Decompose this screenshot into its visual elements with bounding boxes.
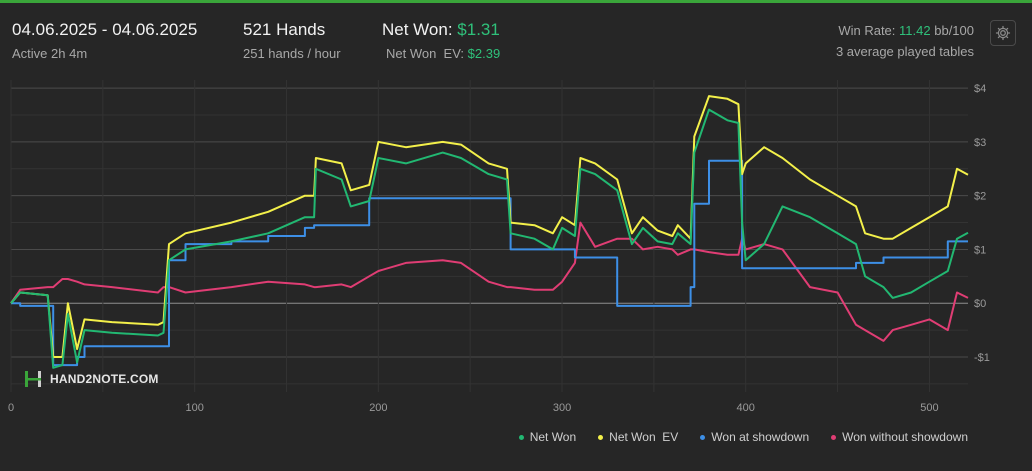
hands-rate: 251 hands / hour: [243, 46, 341, 61]
series-line-no-showdown: [10, 221, 969, 342]
series-line-net-won-ev: [10, 95, 969, 358]
date-stat: 04.06.2025 - 04.06.2025 Active 2h 4m: [12, 20, 197, 61]
chart-axes: -$1 $0 $1 $2 $3 $4 0 100 200 300 400 500: [8, 83, 990, 414]
net-won-ev-value: $2.39: [467, 46, 501, 61]
chart-series: [10, 95, 969, 369]
active-time: Active 2h 4m: [12, 46, 88, 61]
legend-label: Net Won EV: [609, 430, 679, 444]
win-rate-stat: Win Rate: 11.42 bb/100 3 average played …: [836, 23, 974, 59]
legend-dot: [598, 434, 604, 440]
y-tick-label: $4: [974, 83, 986, 95]
net-won-stat: Net Won: $1.31 Net Won EV: $2.39: [382, 20, 500, 61]
hand2note-logo: HAND2NOTE.COM: [22, 368, 159, 390]
net-won-value: $1.31: [457, 20, 500, 39]
date-range: 04.06.2025 - 04.06.2025: [12, 20, 198, 39]
win-rate-label: Win Rate:: [838, 23, 896, 38]
win-rate-value: 11.42: [899, 23, 931, 38]
y-tick-label: $2: [974, 191, 986, 203]
x-tick-label: 500: [920, 402, 938, 414]
x-tick-label: 300: [553, 402, 571, 414]
series-line-showdown: [11, 159, 968, 367]
legend-net-won-ev[interactable]: Net Won EV: [598, 430, 678, 444]
chart-legend: Net Won Net Won EV Won at showdown Won w…: [0, 430, 968, 444]
h2n-logo-icon: [25, 371, 41, 387]
legend-label: Net Won: [529, 430, 577, 444]
x-tick-label: 0: [8, 402, 14, 414]
x-tick-label: 100: [186, 402, 204, 414]
net-won-ev-label: Net Won EV:: [386, 46, 465, 61]
y-tick-label: $0: [974, 298, 986, 310]
x-tick-label: 400: [737, 402, 755, 414]
y-tick-label: -$1: [974, 352, 990, 364]
accent-bar: [0, 0, 1032, 3]
y-tick-label: $1: [974, 244, 986, 256]
legend-dot: [700, 434, 706, 440]
logo-text: HAND2NOTE.COM: [50, 372, 159, 386]
x-tick-label: 200: [369, 402, 387, 414]
win-rate-unit: bb/100: [934, 23, 974, 38]
chart-grid: [10, 80, 968, 392]
gear-icon: [995, 25, 1011, 41]
legend-dot: [518, 434, 524, 440]
legend-dot: [831, 434, 837, 440]
legend-no-showdown[interactable]: Won without showdown: [831, 430, 968, 444]
legend-label: Won at showdown: [711, 430, 810, 444]
legend-label: Won without showdown: [842, 430, 968, 444]
hands-title: 521 Hands: [243, 20, 326, 39]
hands-stat: 521 Hands 251 hands / hour: [243, 20, 341, 61]
settings-button[interactable]: [990, 20, 1016, 46]
legend-net-won[interactable]: Net Won: [518, 430, 577, 444]
legend-showdown[interactable]: Won at showdown: [700, 430, 809, 444]
series-line-net-won: [10, 108, 969, 369]
net-won-label: Net Won:: [382, 20, 453, 39]
y-tick-label: $3: [974, 137, 986, 149]
tables-count: 3 average played tables: [835, 44, 974, 59]
